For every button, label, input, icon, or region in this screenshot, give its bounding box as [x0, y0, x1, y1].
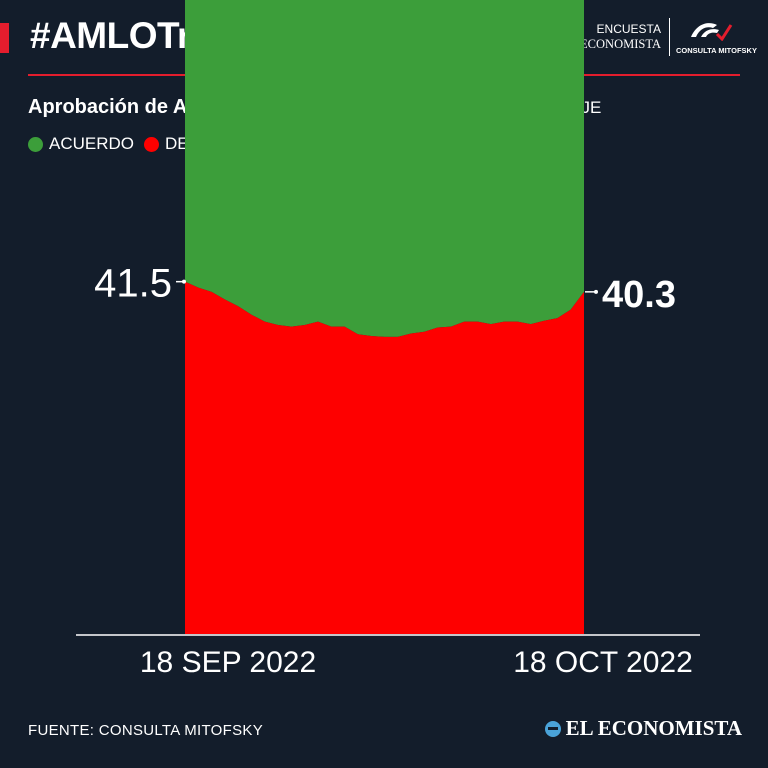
footer-source: FUENTE: CONSULTA MITOFSKY	[28, 722, 264, 739]
x-tick-label-end: 18 OCT 2022	[513, 646, 693, 679]
legend-dot-desacuerdo	[144, 136, 160, 152]
mitofsky-name: CONSULTA MITOFSKY	[676, 46, 757, 55]
brand-line-2: EL ECONOMISTA	[562, 37, 661, 51]
area-desacuerdo	[185, 281, 584, 634]
end-label-desacuerdo: 40.3	[602, 274, 676, 316]
footer-logo: EL ECONOMISTA	[544, 716, 742, 741]
brand-text: ENCUESTA EL ECONOMISTA	[562, 22, 661, 52]
legend-item-acuerdo: ACUERDO	[28, 134, 134, 154]
brand-separator	[669, 18, 670, 56]
header-accent-bar	[0, 23, 9, 53]
legend-dot-acuerdo	[28, 136, 43, 152]
footer-logo-text: EL ECONOMISTA	[565, 716, 742, 740]
legend-label-acuerdo: ACUERDO	[49, 134, 135, 153]
globe-icon	[544, 720, 561, 737]
x-tick-label-start: 18 SEP 2022	[140, 646, 316, 679]
end-label-desacuerdo-dot	[594, 289, 598, 294]
brand-block: ENCUESTA EL ECONOMISTA CONSULTA MITOFSKY	[562, 18, 757, 56]
brand-line-1: ENCUESTA	[596, 22, 661, 36]
mitofsky-emblem-icon	[691, 23, 733, 42]
start-label-desacuerdo: 41.5	[94, 262, 172, 306]
mitofsky-logo: CONSULTA MITOFSKY	[676, 19, 757, 55]
start-label-desacuerdo-dot	[182, 279, 186, 284]
area-acuerdo	[185, 0, 584, 337]
